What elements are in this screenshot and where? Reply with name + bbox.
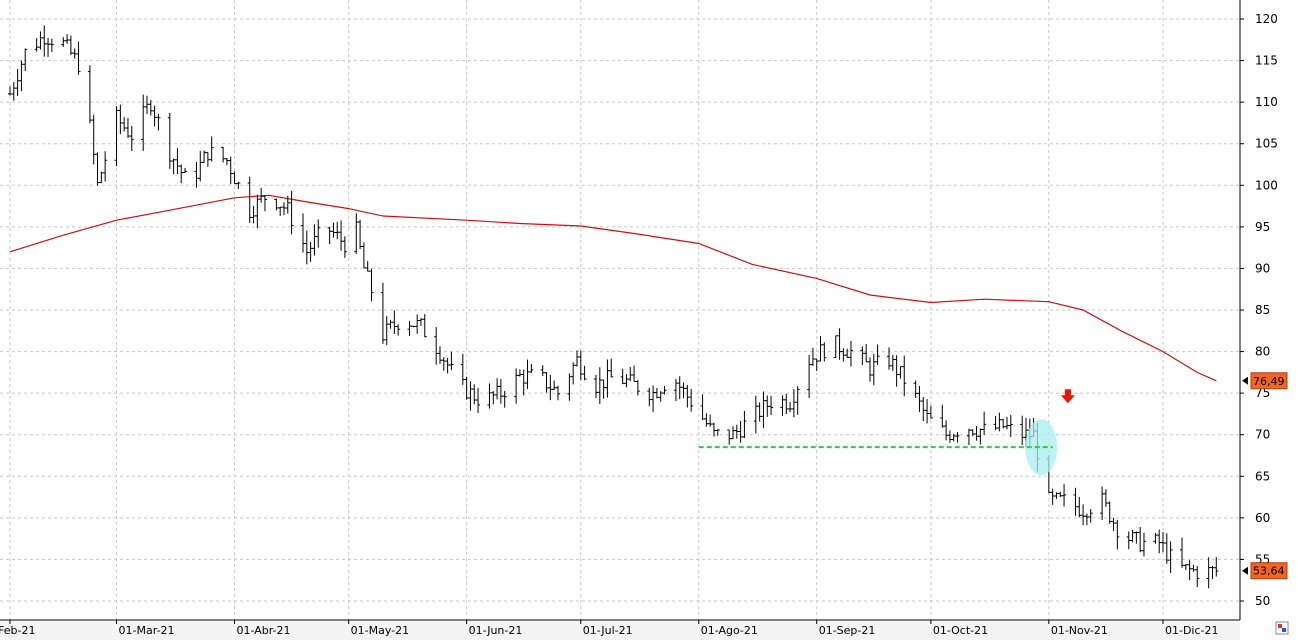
annotations-layer [698, 389, 1075, 476]
x-tick-label: 01-Ago-21 [701, 624, 758, 637]
y-tick-label: 85 [1255, 303, 1270, 317]
price-tag-pointer [1242, 566, 1248, 575]
price-tag-label: 76,49 [1253, 375, 1285, 388]
x-tick-label: 01-Mar-21 [119, 624, 175, 637]
down-arrow-icon [1060, 389, 1075, 404]
x-tick-label: Feb-21 [0, 624, 35, 637]
x-tick-label: 01-Jun-21 [469, 624, 523, 637]
y-tick-label: 100 [1255, 178, 1278, 192]
x-tick-label: 01-Dic-21 [1165, 624, 1219, 637]
y-tick-label: 70 [1255, 428, 1270, 442]
y-tick-label: 120 [1255, 12, 1278, 26]
highlight-ellipse [1025, 419, 1058, 476]
x-tick-label: 01-May-21 [351, 624, 409, 637]
y-tick-label: 65 [1255, 469, 1270, 483]
x-axis-strip [0, 621, 1240, 640]
y-tick-label: 50 [1255, 594, 1270, 608]
y-tick-label: 90 [1255, 261, 1270, 275]
x-tick-label: 01-Jul-21 [583, 624, 633, 637]
price-tag-box [1250, 372, 1288, 390]
y-tick-label: 95 [1255, 220, 1270, 234]
corner-logo-icon [1275, 621, 1289, 635]
y-tick-label: 105 [1255, 137, 1278, 151]
moving-average-layer [9, 194, 1217, 382]
price-bars-layer [8, 25, 1219, 589]
x-tick-label: 01-Oct-21 [933, 624, 988, 637]
logo-square [1282, 628, 1286, 632]
x-tick-label: 01-Abr-21 [237, 624, 291, 637]
y-tick-label: 80 [1255, 345, 1270, 359]
x-tick-label: 01-Sep-21 [819, 624, 876, 637]
price-tags: 76,49 53,64 [1242, 372, 1288, 580]
gridlines [0, 0, 1240, 620]
y-tick-label: 75 [1255, 386, 1270, 400]
moving-average-line [9, 194, 1217, 382]
x-axis: Feb-21 01-Mar-21 01-Abr-21 01-May-21 01-Jun-… [0, 619, 1240, 640]
y-tick-label: 115 [1255, 54, 1278, 68]
price-tag-label: 53,64 [1253, 565, 1285, 578]
price-tag-box [1250, 562, 1288, 580]
y-tick-label: 60 [1255, 511, 1270, 525]
x-tick-label: 01-Nov-21 [1051, 624, 1108, 637]
price-tag-pointer [1242, 376, 1248, 385]
logo-square [1278, 624, 1282, 628]
y-tick-label: 110 [1255, 95, 1278, 109]
